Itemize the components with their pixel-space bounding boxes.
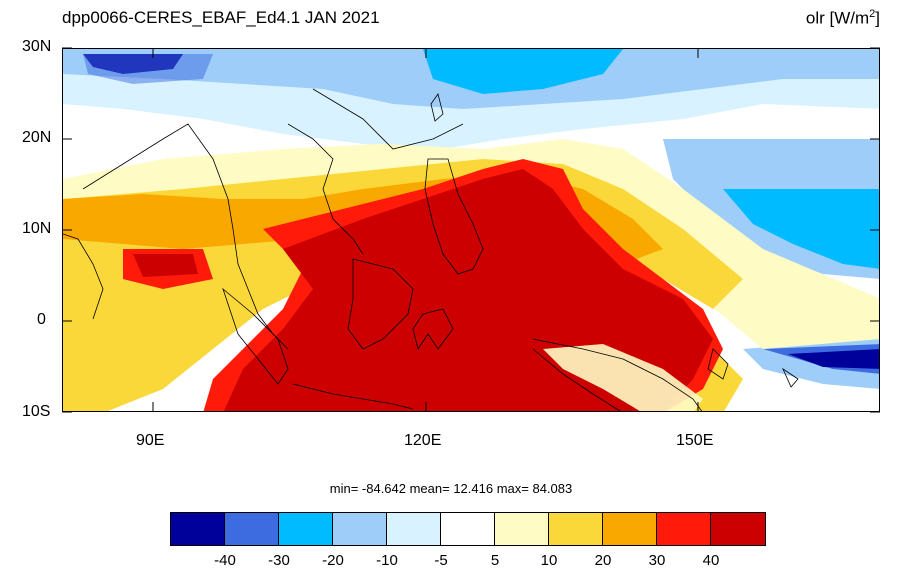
coastlines	[63, 88, 799, 411]
coast-indochina-east	[287, 123, 364, 255]
colorbar-tick-label: -40	[214, 552, 236, 569]
lat-label-20n: 20N	[22, 129, 52, 146]
units-exponent: 2	[869, 8, 876, 20]
colorbar-tick-label: 30	[648, 552, 666, 569]
coast-china	[312, 88, 464, 150]
colorbar-box	[279, 513, 333, 545]
coast-taiwan	[430, 93, 444, 122]
colorbar-tick-label: -20	[322, 552, 344, 569]
variable-units: olr [W/m2]	[806, 8, 880, 29]
east-blue-region	[723, 189, 879, 269]
coast-java	[292, 383, 414, 410]
colorbar-tick-label: 10	[540, 552, 558, 569]
colorbar-tick-label: 20	[594, 552, 612, 569]
coast-indochina-west	[82, 123, 289, 350]
north-royal-blue-region	[83, 54, 213, 84]
coast-solomon	[782, 367, 799, 388]
colorbar-tick-label: 5	[490, 552, 500, 569]
colorbar-tick-label: 40	[702, 552, 720, 569]
olr-anomaly-map	[62, 48, 880, 412]
units-text: olr [W/m	[805, 8, 870, 28]
coast-india	[63, 233, 104, 320]
new-guinea-light-patch	[543, 344, 703, 411]
lat-label-30n: 30N	[22, 38, 52, 55]
map-canvas	[63, 49, 879, 411]
lon-label-150e: 150E	[676, 432, 714, 449]
coast-borneo	[347, 258, 414, 350]
west-deep-red-patch	[133, 254, 198, 277]
colorbar-tick-label: -5	[434, 552, 448, 569]
colorbar-box	[549, 513, 603, 545]
coast-new-guinea-south	[532, 348, 621, 411]
colorbar-tick-label: -30	[268, 552, 290, 569]
lat-label-equator: 0	[37, 311, 46, 328]
lon-label-90e: 90E	[136, 432, 165, 449]
coast-sulawesi	[412, 308, 454, 350]
colorbar-tick-label: -10	[376, 552, 398, 569]
colorbar-box	[495, 513, 549, 545]
coast-philippines	[424, 158, 484, 275]
statistics-line: min= -84.642 mean= 12.416 max= 84.083	[329, 481, 573, 496]
lat-label-10n: 10N	[22, 220, 52, 237]
colorbar-box	[387, 513, 441, 545]
colorbar-box	[441, 513, 495, 545]
coast-new-guinea-north	[532, 338, 703, 411]
colorbar-box	[225, 513, 279, 545]
colorbar	[170, 512, 766, 546]
coast-sumatra	[222, 287, 289, 385]
lat-label-10s: 10S	[22, 403, 51, 420]
colorbar-box	[603, 513, 657, 545]
lon-label-120e: 120E	[404, 432, 442, 449]
coast-new-britain	[707, 348, 729, 380]
colorbar-box	[333, 513, 387, 545]
plot-title: dpp0066-CERES_EBAF_Ed4.1 JAN 2021	[62, 8, 380, 27]
north-blue-region	[423, 49, 623, 94]
colorbar-box	[171, 513, 225, 545]
units-close: ]	[875, 8, 880, 28]
colorbar-box	[711, 513, 765, 545]
colorbar-box	[657, 513, 711, 545]
southeast-navy-region	[788, 349, 879, 369]
